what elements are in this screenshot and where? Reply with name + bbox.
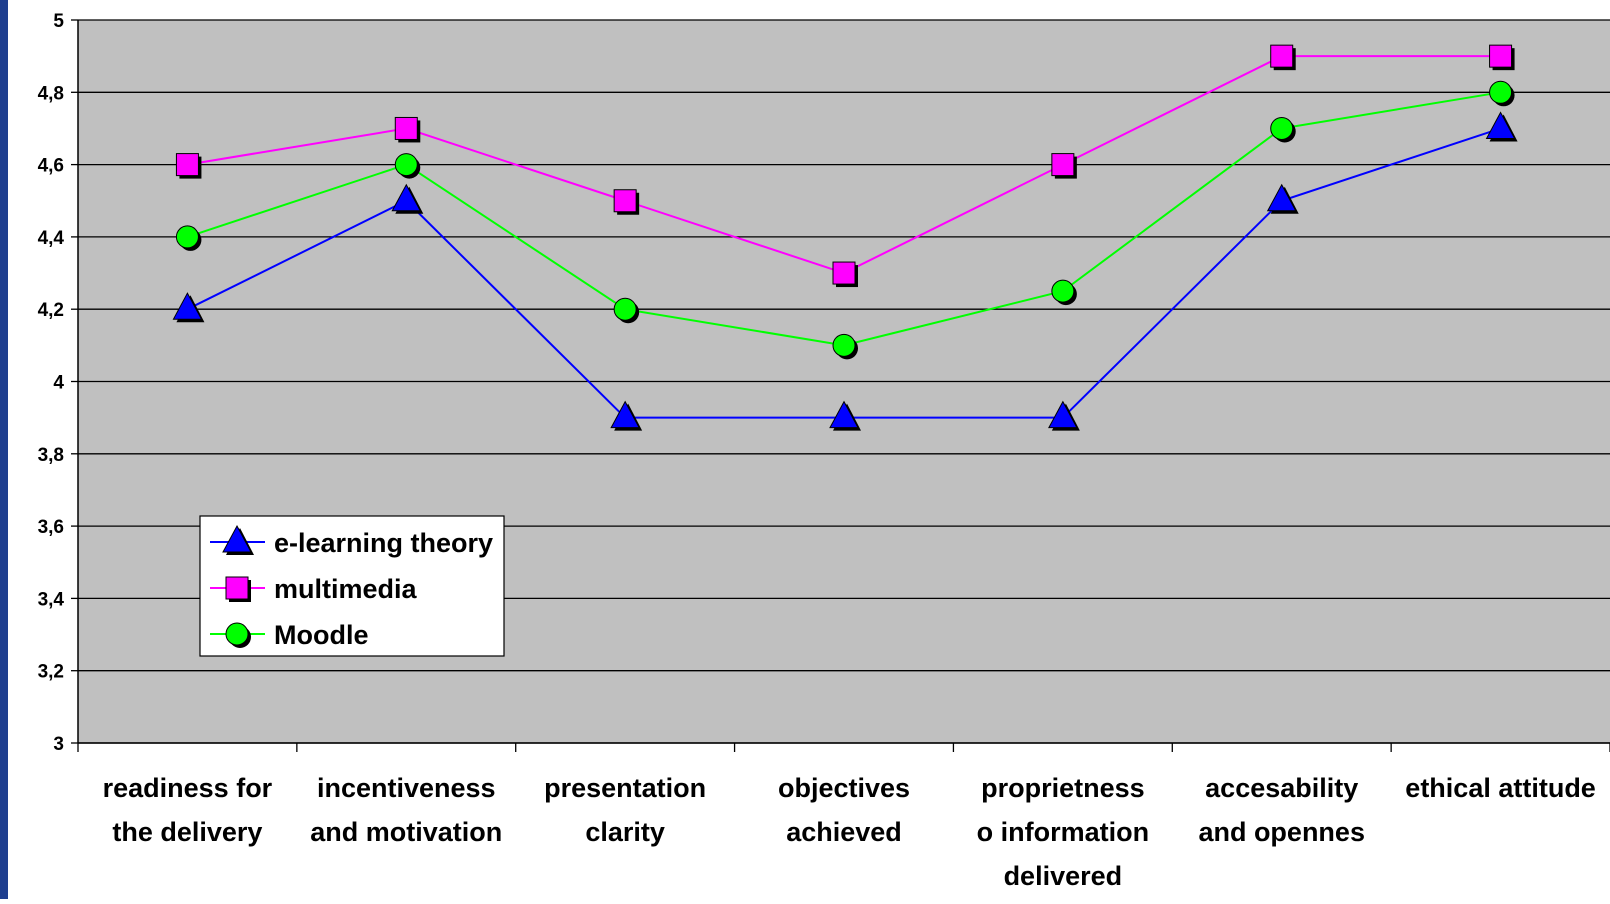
- marker-circle: [225, 622, 249, 646]
- marker-circle: [832, 333, 856, 357]
- marker-square: [1051, 153, 1075, 177]
- data-point-square: [1270, 44, 1296, 71]
- x-tick-label-line: incentiveness: [317, 773, 496, 803]
- x-tick-label-line: accesability: [1205, 773, 1358, 803]
- x-tick-label: presentation clarity: [544, 773, 706, 847]
- data-point-square: [832, 261, 858, 288]
- data-point-triangle: [1048, 400, 1080, 431]
- y-tick-label: 4,4: [38, 228, 65, 249]
- data-point-square: [1051, 153, 1077, 179]
- marker-square: [225, 576, 249, 600]
- marker-square: [832, 261, 856, 285]
- x-tick-label-line: clarity: [585, 817, 665, 847]
- marker-circle: [613, 297, 637, 321]
- x-tick-label-line: objectives: [778, 773, 910, 803]
- y-tick-label: 3,6: [38, 517, 64, 538]
- marker-triangle: [222, 524, 252, 553]
- marker-square: [1270, 44, 1294, 68]
- data-point-triangle: [1266, 183, 1299, 214]
- data-point-triangle: [391, 183, 424, 214]
- marker-circle: [1270, 116, 1294, 140]
- x-tick-label-line: ethical attitude: [1405, 773, 1596, 803]
- marker-triangle: [1485, 111, 1516, 139]
- x-tick-label-line: and motivation: [310, 817, 502, 847]
- y-tick-label: 3,2: [38, 662, 64, 683]
- x-tick-label-line: delivered: [1004, 861, 1123, 891]
- y-tick-label: 3,8: [38, 445, 64, 466]
- data-point-circle: [1489, 80, 1515, 107]
- marker-circle: [1489, 80, 1513, 104]
- x-tick-label-line: proprietness: [981, 773, 1145, 803]
- marker-triangle: [610, 400, 640, 429]
- marker-square: [394, 116, 418, 140]
- marker-triangle: [172, 292, 203, 320]
- x-tick-label: ethical attitude: [1405, 773, 1596, 803]
- data-point-circle: [175, 225, 202, 251]
- data-point-square: [1489, 44, 1515, 71]
- marker-triangle: [1266, 183, 1297, 212]
- data-point-circle: [613, 297, 640, 324]
- y-tick-label: 5: [53, 11, 64, 32]
- x-tick-label: objectives achieved: [778, 773, 910, 847]
- data-point-triangle: [610, 400, 643, 431]
- y-tick-label: 4,8: [38, 83, 64, 104]
- legend-label: Moodle: [274, 620, 369, 650]
- marker-square: [613, 189, 637, 213]
- marker-circle: [394, 153, 418, 177]
- data-point-square: [613, 189, 640, 215]
- x-tick-label-line: achieved: [786, 817, 902, 847]
- y-tick-label: 3,4: [38, 589, 65, 610]
- y-tick-label: 4: [53, 373, 64, 394]
- marker-triangle: [391, 183, 422, 212]
- data-point-triangle: [829, 400, 861, 431]
- data-point-triangle: [172, 292, 205, 323]
- data-point-circle: [1270, 116, 1296, 143]
- x-tick-label: incentiveness and motivation: [310, 773, 502, 847]
- data-point-circle: [1051, 279, 1077, 306]
- slide-edge-strip: [0, 0, 8, 899]
- x-tick-label-line: readiness for: [103, 773, 273, 803]
- data-point-square: [175, 153, 202, 179]
- data-point-circle: [394, 153, 421, 179]
- legend-marker-square: [225, 576, 251, 602]
- x-tick-label-line: and opennes: [1198, 817, 1365, 847]
- legend-label: e-learning theory: [274, 528, 493, 558]
- legend-marker-circle: [225, 622, 251, 648]
- y-tick-label: 3: [53, 734, 64, 755]
- data-point-triangle: [1485, 111, 1518, 142]
- x-tick-label-line: the delivery: [112, 817, 262, 847]
- y-tick-label: 4,2: [38, 300, 64, 321]
- y-tick-label: 4,6: [38, 156, 64, 177]
- data-point-square: [394, 116, 421, 143]
- x-tick-label-line: o information: [977, 817, 1149, 847]
- x-tick-label: proprietness o information delivered: [977, 773, 1149, 891]
- marker-circle: [175, 225, 199, 249]
- legend-marker-triangle: [222, 524, 254, 555]
- x-tick-label-line: presentation: [544, 773, 706, 803]
- marker-square: [175, 153, 199, 177]
- x-tick-label: accesability and opennes: [1198, 773, 1365, 847]
- data-point-circle: [832, 333, 858, 360]
- x-tick-label: readiness for the delivery: [103, 773, 273, 847]
- legend: e-learning theory multimedia Moodle: [199, 515, 505, 657]
- legend-label: multimedia: [274, 574, 418, 604]
- marker-square: [1489, 44, 1513, 68]
- marker-triangle: [1048, 400, 1078, 429]
- marker-triangle: [829, 400, 859, 429]
- marker-circle: [1051, 279, 1075, 303]
